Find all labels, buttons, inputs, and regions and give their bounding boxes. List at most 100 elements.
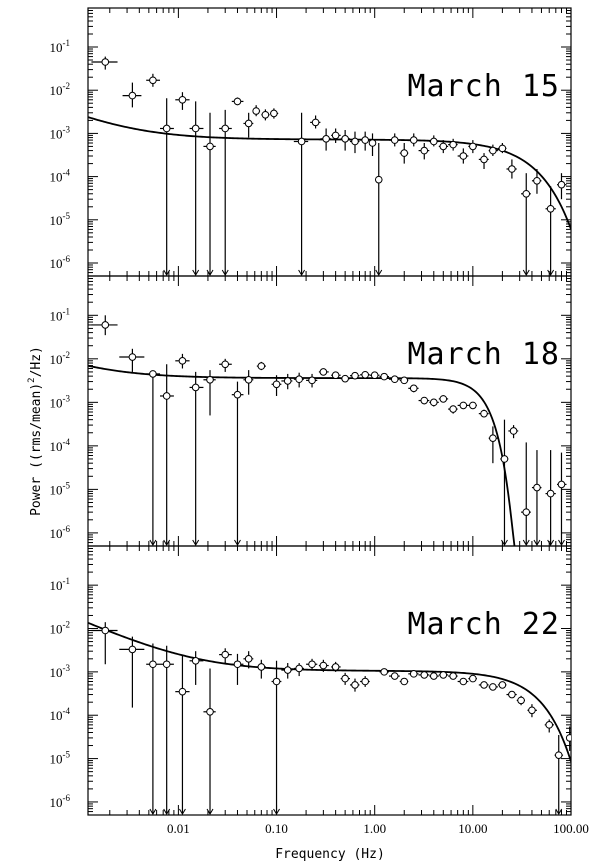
data-marker	[206, 142, 214, 151]
y-tick-label: 10-6	[50, 793, 71, 810]
upper-limit-arrow	[298, 269, 306, 276]
data-marker	[390, 375, 399, 384]
data-marker	[270, 109, 278, 118]
data-marker	[480, 681, 488, 689]
x-axis-label: Frequency (Hz)	[275, 847, 385, 862]
upper-limit-arrow	[221, 269, 229, 276]
data-point	[438, 395, 449, 403]
y-tick-label: 10-1	[50, 576, 71, 593]
upper-limit-arrow	[163, 808, 171, 815]
data-marker	[390, 672, 399, 680]
data-marker	[341, 674, 349, 683]
data-marker	[191, 657, 200, 665]
data-point	[203, 112, 216, 276]
data-point	[271, 660, 282, 815]
data-point	[521, 173, 531, 276]
data-marker	[341, 135, 349, 143]
data-marker	[221, 650, 230, 659]
data-point	[418, 671, 430, 679]
panel-title: March 15	[408, 69, 561, 104]
data-marker	[331, 663, 340, 671]
x-tick-label: 100.00	[553, 821, 589, 836]
data-point	[261, 109, 270, 121]
data-marker	[191, 383, 200, 392]
data-point	[531, 168, 542, 194]
data-marker	[331, 131, 340, 140]
y-tick-label: 10-4	[50, 168, 71, 185]
data-point	[320, 128, 332, 151]
data-marker	[459, 152, 468, 160]
data-marker	[508, 690, 516, 699]
data-marker	[400, 149, 409, 157]
data-point	[331, 371, 341, 380]
data-marker	[370, 371, 379, 380]
data-point	[399, 677, 409, 686]
data-point	[556, 173, 567, 200]
y-tick-label: 10-5	[50, 750, 71, 767]
data-point	[306, 373, 318, 388]
data-marker	[233, 97, 242, 106]
upper-limit-arrow	[547, 269, 555, 276]
data-marker	[295, 375, 303, 384]
data-point	[231, 97, 244, 106]
data-marker	[449, 405, 457, 413]
data-point	[189, 101, 204, 276]
data-point	[399, 142, 409, 164]
data-marker	[546, 489, 555, 498]
data-point	[438, 140, 449, 154]
data-point	[293, 112, 309, 276]
data-marker	[420, 396, 429, 405]
y-tick-label: 10-6	[50, 524, 71, 541]
data-point	[457, 401, 469, 410]
data-point	[306, 658, 318, 671]
data-marker	[368, 139, 377, 147]
data-point	[146, 643, 161, 815]
data-marker	[480, 155, 488, 164]
data-marker	[128, 645, 137, 654]
data-point	[556, 452, 567, 546]
data-marker	[565, 734, 571, 742]
data-marker	[489, 434, 497, 442]
data-point	[379, 372, 390, 381]
data-marker	[233, 660, 242, 669]
data-marker	[409, 670, 418, 678]
data-marker	[319, 661, 328, 670]
data-marker	[469, 674, 477, 683]
data-point	[360, 131, 370, 151]
data-point	[91, 56, 118, 70]
data-point	[252, 105, 261, 117]
data-marker	[308, 660, 316, 669]
data-marker	[420, 671, 429, 679]
data-point	[318, 368, 329, 376]
data-point	[468, 140, 477, 154]
data-point	[160, 98, 174, 276]
data-point	[408, 384, 419, 393]
data-point	[146, 73, 161, 87]
y-tick-label: 10-6	[50, 254, 71, 271]
data-marker	[308, 376, 316, 385]
data-point	[488, 426, 498, 464]
data-point	[448, 138, 458, 151]
data-marker	[508, 165, 516, 173]
data-marker	[533, 176, 541, 185]
data-point	[203, 370, 216, 416]
data-marker	[400, 376, 409, 385]
data-point	[219, 109, 232, 276]
upper-limit-arrow	[522, 539, 530, 546]
data-marker	[429, 398, 438, 407]
data-point	[243, 370, 254, 395]
data-point	[340, 129, 350, 151]
upper-limit-arrow	[206, 808, 214, 815]
data-point	[497, 681, 507, 689]
data-point	[368, 133, 377, 156]
data-point	[91, 622, 118, 665]
data-point	[418, 142, 430, 160]
data-point	[189, 371, 204, 546]
data-marker	[509, 427, 518, 435]
x-tick-label: 1.00	[363, 821, 386, 836]
data-point	[545, 186, 556, 276]
data-point	[256, 659, 266, 679]
y-tick-label: 10-2	[50, 81, 71, 98]
upper-limit-arrow	[558, 539, 565, 546]
